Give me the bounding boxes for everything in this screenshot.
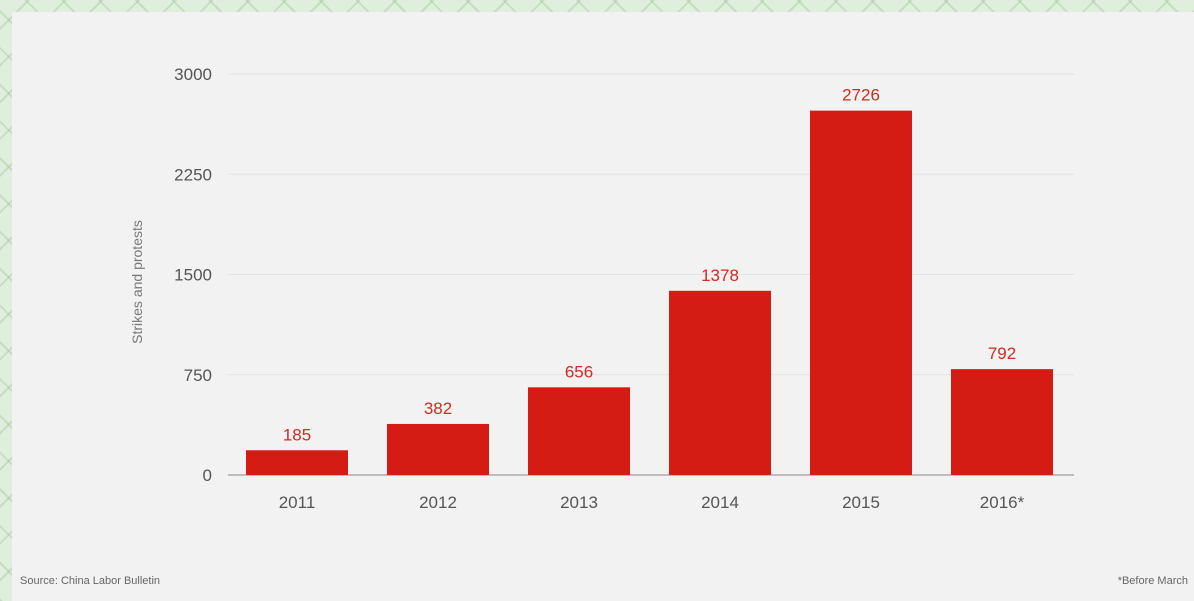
data-label: 1378: [701, 266, 739, 285]
chart-panel: 0 750 1500 2250 3000 185 382 656 1378 2726 792 20…: [12, 12, 1194, 601]
y-tick-label: 1500: [174, 266, 212, 285]
data-label: 382: [424, 399, 452, 418]
y-tick-label: 0: [203, 466, 212, 485]
y-axis-title: Strikes and protests: [129, 220, 145, 344]
bar-2015: [810, 111, 912, 475]
y-tick-label: 750: [184, 366, 212, 385]
data-label: 792: [988, 344, 1016, 363]
bar-2011: [246, 450, 348, 475]
bar-2013: [528, 387, 630, 475]
x-tick-label: 2014: [701, 493, 739, 512]
data-label: 2726: [842, 86, 880, 105]
source-note: Source: China Labor Bulletin: [20, 575, 160, 587]
y-tick-label: 2250: [174, 165, 212, 184]
gridlines: [228, 74, 1074, 475]
y-axis-ticks: 0 750 1500 2250 3000: [174, 65, 212, 485]
y-tick-label: 3000: [174, 65, 212, 84]
bar-chart: 0 750 1500 2250 3000 185 382 656 1378 2726 792 20…: [12, 12, 1194, 572]
footnote: *Before March: [1118, 575, 1188, 587]
x-tick-label: 2015: [842, 493, 880, 512]
x-tick-label: 2013: [560, 493, 598, 512]
x-axis-ticks: 2011 2012 2013 2014 2015 2016*: [279, 493, 1025, 512]
data-label: 656: [565, 362, 593, 381]
bar-2016: [951, 369, 1053, 475]
bar-2014: [669, 291, 771, 475]
x-tick-label: 2011: [279, 493, 316, 512]
x-tick-label: 2012: [419, 493, 457, 512]
bar-2012: [387, 424, 489, 475]
x-tick-label: 2016*: [980, 493, 1025, 512]
data-label: 185: [283, 425, 311, 444]
bars: [246, 111, 1053, 475]
